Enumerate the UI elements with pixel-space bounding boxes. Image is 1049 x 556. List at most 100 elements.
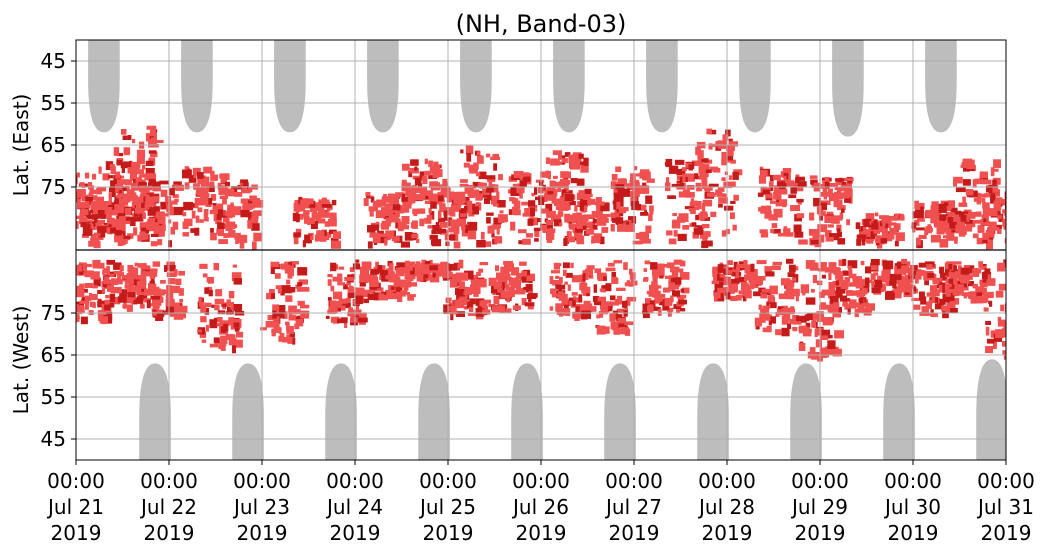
svg-text:00:00: 00:00 bbox=[977, 469, 1035, 493]
svg-text:00:00: 00:00 bbox=[419, 469, 477, 493]
red-west-5 bbox=[325, 259, 373, 328]
grey-west-3 bbox=[418, 363, 450, 460]
red-west-4 bbox=[260, 261, 310, 345]
red-west-14 bbox=[753, 258, 802, 337]
grey-east-1 bbox=[181, 40, 213, 133]
svg-text:00:00: 00:00 bbox=[698, 469, 756, 493]
grey-west-0 bbox=[139, 363, 171, 460]
svg-text:Jul 30: Jul 30 bbox=[883, 495, 941, 519]
grey-east-5 bbox=[553, 40, 585, 133]
svg-text:00:00: 00:00 bbox=[884, 469, 942, 493]
ylabel-east: Lat. (East) bbox=[9, 94, 33, 197]
red-east-16 bbox=[664, 158, 714, 245]
svg-text:Jul 21: Jul 21 bbox=[46, 495, 104, 519]
ylabel-west: Lat. (West) bbox=[9, 306, 33, 415]
grey-layer bbox=[88, 40, 1006, 460]
svg-text:00:00: 00:00 bbox=[140, 469, 198, 493]
grey-east-0 bbox=[88, 40, 120, 133]
svg-text:00:00: 00:00 bbox=[605, 469, 663, 493]
grey-west-7 bbox=[790, 363, 822, 460]
y-axis-ticks: 45 55 65 75 75 65 55 45 bbox=[41, 49, 76, 451]
grey-west-8 bbox=[883, 363, 915, 460]
grey-east-2 bbox=[274, 40, 306, 133]
svg-text:2019: 2019 bbox=[609, 521, 660, 545]
svg-text:Jul 25: Jul 25 bbox=[418, 495, 476, 519]
svg-text:2019: 2019 bbox=[144, 521, 195, 545]
red-east-8 bbox=[363, 192, 412, 249]
red-east-14 bbox=[563, 192, 611, 246]
ytick-west-45: 45 bbox=[41, 427, 66, 451]
ytick-west-65: 65 bbox=[41, 343, 66, 367]
red-east-4 bbox=[134, 178, 184, 248]
red-west-17 bbox=[870, 258, 919, 300]
red-east-12 bbox=[508, 171, 557, 245]
red-west-11 bbox=[592, 260, 638, 336]
red-east-21 bbox=[911, 200, 961, 249]
svg-text:2019: 2019 bbox=[702, 521, 753, 545]
svg-text:Jul 24: Jul 24 bbox=[325, 495, 383, 519]
ytick-east-75: 75 bbox=[41, 175, 66, 199]
red-east-6 bbox=[215, 179, 264, 251]
grey-east-4 bbox=[460, 40, 492, 133]
red-east-7 bbox=[292, 196, 341, 249]
grey-east-9 bbox=[925, 40, 957, 133]
red-west-6 bbox=[367, 260, 418, 302]
svg-text:2019: 2019 bbox=[795, 521, 846, 545]
svg-text:00:00: 00:00 bbox=[233, 469, 291, 493]
ytick-east-65: 65 bbox=[41, 133, 66, 157]
red-west-19 bbox=[944, 261, 992, 304]
grey-west-6 bbox=[697, 363, 729, 460]
grey-west-2 bbox=[325, 363, 357, 460]
ytick-east-45: 45 bbox=[41, 49, 66, 73]
red-west-10 bbox=[549, 262, 597, 321]
red-east-9 bbox=[400, 158, 449, 248]
grey-east-3 bbox=[367, 40, 399, 133]
red-east-5 bbox=[182, 166, 230, 241]
grey-west-1 bbox=[232, 363, 264, 460]
red-west-12 bbox=[642, 259, 690, 319]
svg-text:2019: 2019 bbox=[237, 521, 288, 545]
red-east-15 bbox=[610, 166, 655, 245]
ytick-west-55: 55 bbox=[41, 385, 66, 409]
grey-west-5 bbox=[604, 363, 636, 460]
grey-west-9 bbox=[976, 359, 1006, 460]
red-west-13 bbox=[711, 259, 759, 302]
red-east-17 bbox=[693, 128, 743, 249]
red-west-8 bbox=[442, 259, 491, 321]
red-east-22 bbox=[953, 158, 1001, 245]
grey-west-4 bbox=[511, 363, 543, 460]
svg-text:Jul 28: Jul 28 bbox=[697, 495, 755, 519]
svg-text:00:00: 00:00 bbox=[47, 469, 105, 493]
grey-east-7 bbox=[739, 40, 771, 133]
ytick-east-55: 55 bbox=[41, 91, 66, 115]
red-east-19 bbox=[808, 175, 854, 248]
red-east-20 bbox=[855, 212, 905, 249]
grey-east-8 bbox=[832, 40, 864, 137]
svg-text:2019: 2019 bbox=[51, 521, 102, 545]
red-west-3 bbox=[197, 263, 245, 354]
svg-text:2019: 2019 bbox=[981, 521, 1032, 545]
svg-text:00:00: 00:00 bbox=[512, 469, 570, 493]
red-east-23 bbox=[981, 191, 1006, 250]
red-west-16 bbox=[827, 258, 875, 318]
ytick-west-75: 75 bbox=[41, 301, 66, 325]
grey-east-6 bbox=[646, 40, 678, 133]
svg-text:2019: 2019 bbox=[423, 521, 474, 545]
svg-text:2019: 2019 bbox=[888, 521, 939, 545]
svg-text:2019: 2019 bbox=[330, 521, 381, 545]
chart-title: (NH, Band-03) bbox=[456, 10, 627, 38]
red-layer bbox=[76, 125, 1006, 362]
